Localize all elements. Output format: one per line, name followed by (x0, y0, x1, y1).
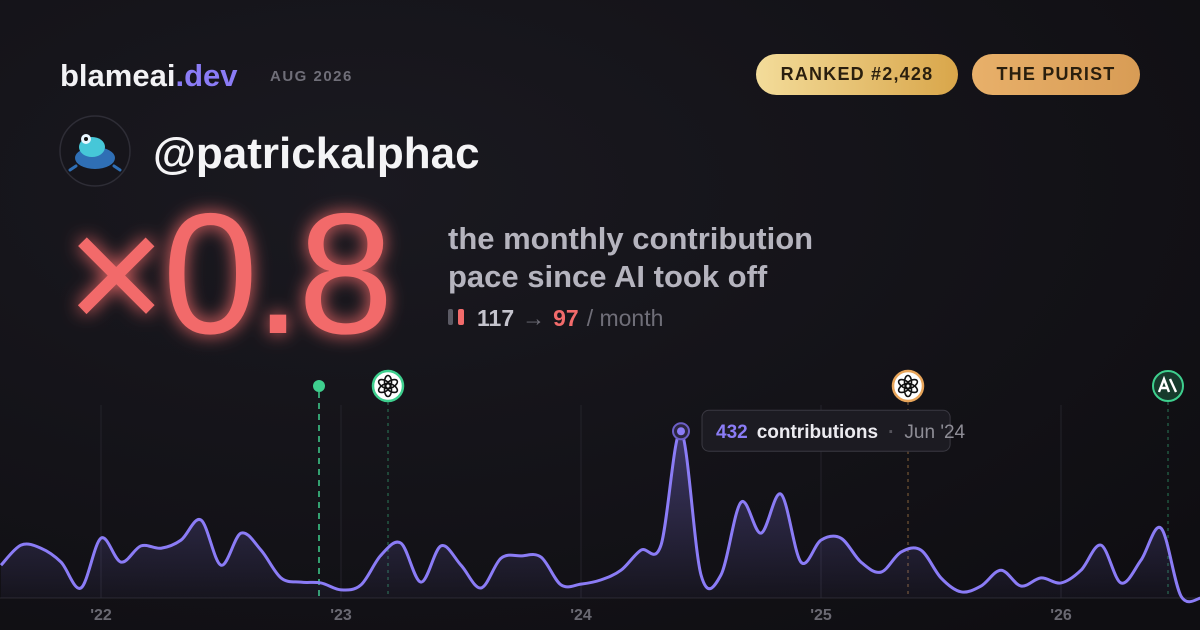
tooltip (701, 409, 951, 452)
after: 97 (553, 305, 579, 331)
chart: '22 '23 '24 '25 '26 432 contributions · Jun '24 (0, 369, 1200, 624)
arrow: → (522, 305, 545, 331)
date: AUG 2026 (270, 68, 353, 85)
event-dot (313, 380, 325, 392)
x-tick-label: '26 (1050, 607, 1072, 624)
pace-stats: 117 → 97 / month (477, 305, 663, 331)
openai-logo (897, 374, 919, 398)
badge (972, 54, 1140, 95)
before-swatch (448, 309, 453, 325)
description: the monthly contribution (448, 221, 813, 256)
separator: · (888, 422, 894, 443)
badge-label: RANKED #2,428 (781, 64, 934, 84)
badge-label: THE PURIST (996, 64, 1115, 84)
highlight-dot (677, 427, 685, 436)
brand-name: blameai (60, 58, 175, 93)
badge (756, 54, 958, 95)
anthropic-logo (1157, 375, 1178, 393)
after-swatch (458, 309, 464, 325)
tooltip-date: Jun '24 (904, 422, 965, 443)
avatar (59, 115, 131, 187)
x-tick-label: '22 (90, 607, 112, 624)
event-icon (891, 369, 925, 403)
tooltip-value: 432 (716, 422, 748, 443)
event-icon (371, 369, 405, 403)
username: @patrickalphac (153, 129, 480, 178)
area-fill (1, 431, 1200, 602)
x-tick-label: '24 (570, 607, 592, 624)
tooltip-label: contributions (757, 422, 878, 443)
description: pace since AI took off (448, 259, 768, 294)
unit: / month (587, 305, 664, 331)
before: 117 (477, 305, 514, 331)
tooltip-text: 432 contributions · Jun '24 (716, 422, 966, 443)
line (0, 429, 1200, 604)
x-tick-label: '25 (810, 607, 832, 624)
x-tick-label: '23 (330, 607, 352, 624)
openai-petal (897, 378, 912, 390)
brand-tld: .dev (175, 58, 238, 93)
event-icon (1152, 370, 1184, 402)
openai-logo (377, 374, 399, 398)
multiplier: ×0.8 (66, 178, 390, 370)
openai-petal (377, 378, 392, 390)
brand: blameai.dev (60, 58, 238, 93)
